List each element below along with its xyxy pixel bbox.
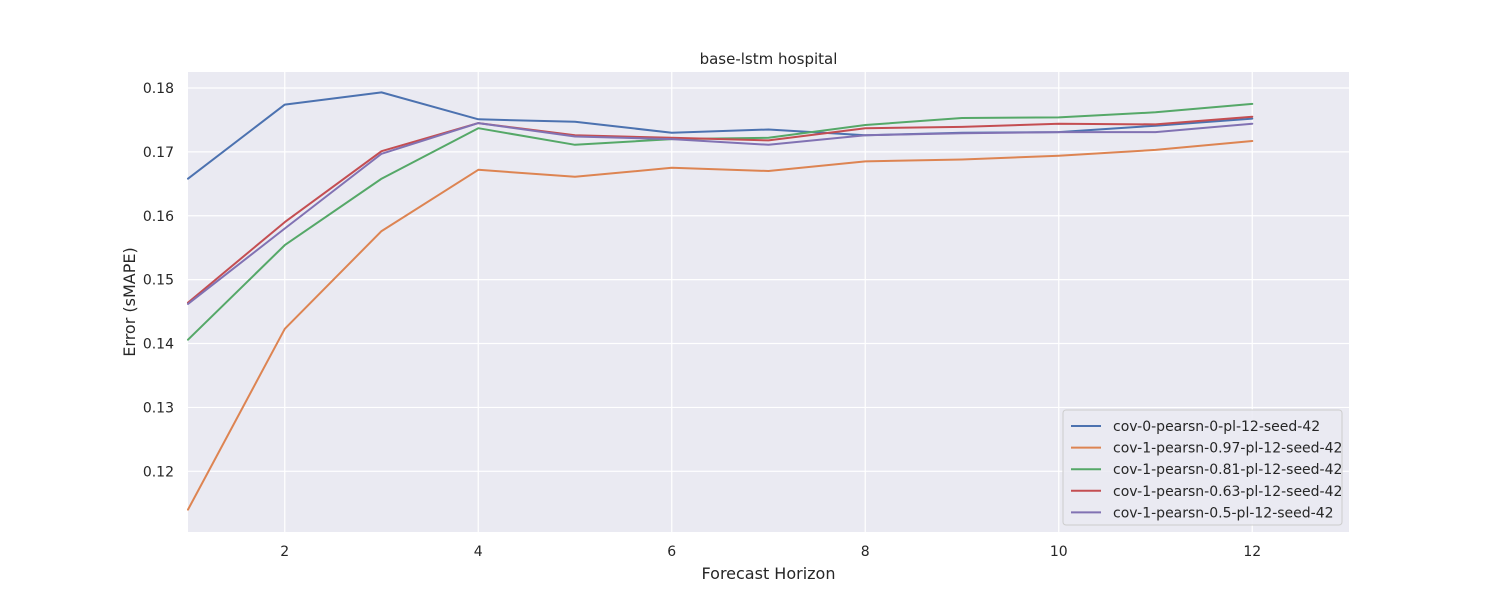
x-tick-label: 2 — [280, 544, 289, 560]
x-tick-label: 4 — [474, 544, 483, 560]
chart-title: base-lstm hospital — [700, 50, 838, 68]
series-line-4 — [187, 115, 1254, 304]
y-tick-label: 0.15 — [143, 273, 174, 289]
legend-entry: cov-1-pearsn-0.97-pl-12-seed-42 — [1113, 441, 1342, 457]
series-line-1 — [187, 91, 1254, 180]
x-tick-label: 10 — [1050, 544, 1068, 560]
legend-entry: cov-0-pearsn-0-pl-12-seed-42 — [1113, 419, 1320, 435]
series-lines — [187, 91, 1254, 511]
legend-entry: cov-1-pearsn-0.5-pl-12-seed-42 — [1113, 505, 1334, 521]
y-tick-label: 0.13 — [143, 400, 174, 416]
axis-ticks: 2 4 6 8 10 12 0.12 0.13 0.14 0.15 0.16 0.17 0.18 — [143, 81, 1261, 560]
legend-box — [1062, 409, 1343, 526]
x-tick-label: 6 — [667, 544, 676, 560]
y-tick-label: 0.12 — [143, 464, 174, 480]
legend-entry: cov-1-pearsn-0.63-pl-12-seed-42 — [1113, 484, 1342, 500]
y-tick-label: 0.17 — [143, 145, 174, 161]
y-axis-label: Error (sMAPE) — [120, 247, 139, 356]
x-tick-label: 8 — [861, 544, 870, 560]
y-tick-label: 0.14 — [143, 337, 174, 353]
series-line-2 — [187, 140, 1254, 511]
x-tick-label: 12 — [1243, 544, 1261, 560]
y-tick-label: 0.18 — [143, 81, 174, 97]
series-line-5 — [187, 122, 1254, 305]
legend: cov-0-pearsn-0-pl-12-seed-42 cov-1-pearsn… — [1062, 409, 1343, 526]
legend-entry: cov-1-pearsn-0.81-pl-12-seed-42 — [1113, 462, 1342, 478]
y-tick-label: 0.16 — [143, 209, 174, 225]
x-axis-label: Forecast Horizon — [702, 564, 836, 583]
